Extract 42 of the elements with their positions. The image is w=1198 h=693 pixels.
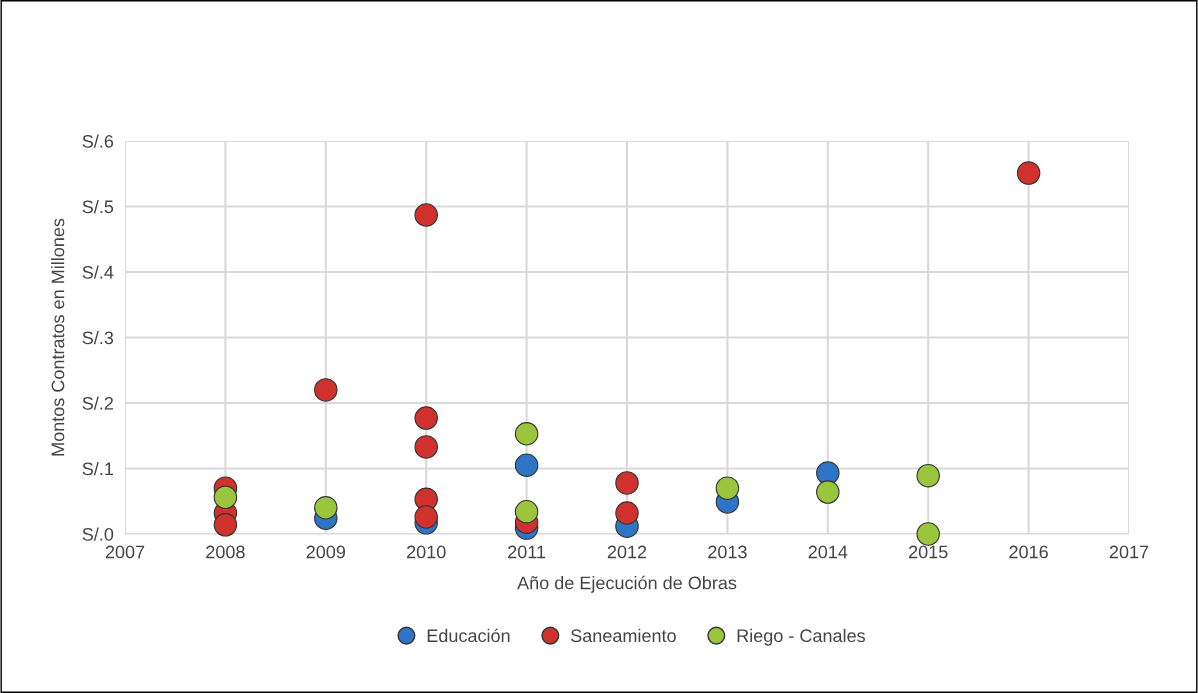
x-tick-label: 2010 xyxy=(407,545,446,559)
x-tick-label: 2007 xyxy=(105,545,145,559)
point xyxy=(514,422,539,446)
point xyxy=(213,485,238,510)
point xyxy=(213,513,238,537)
y-tick-label: S/.4 xyxy=(82,265,114,279)
point xyxy=(615,471,639,495)
legend-label: Educación xyxy=(427,628,510,643)
point xyxy=(816,461,840,485)
point xyxy=(314,378,338,402)
x-axis-title: Año de Ejecución de Obras xyxy=(517,575,737,593)
x-tick-label: 2016 xyxy=(1009,545,1048,559)
x-tick-label: 2013 xyxy=(708,545,747,559)
x-tick-label: 2014 xyxy=(808,545,848,559)
point xyxy=(916,522,940,546)
x-tick-label: 2017 xyxy=(1109,545,1149,559)
legend-label: Saneamiento xyxy=(571,628,676,643)
x-tick-label: 2012 xyxy=(607,545,647,559)
y-tick-label: S/.1 xyxy=(82,461,114,476)
x-tick-label: 2008 xyxy=(206,545,245,559)
point xyxy=(414,406,438,430)
y-tick-label: S/.2 xyxy=(82,396,113,410)
legend-label: Riego - Canales xyxy=(737,628,865,646)
point xyxy=(414,435,438,459)
point xyxy=(514,453,539,477)
x-tick-label: 2015 xyxy=(909,545,948,559)
point xyxy=(1016,161,1041,185)
point xyxy=(414,203,438,227)
point xyxy=(414,505,438,529)
point xyxy=(816,480,840,504)
x-tick-label: 2009 xyxy=(306,545,346,559)
x-tick-label: 2011 xyxy=(508,545,546,559)
y-axis-title: Montos Contratos en Millones xyxy=(51,218,65,456)
point xyxy=(715,476,740,500)
point xyxy=(514,499,539,524)
y-tick-label: S/.6 xyxy=(82,134,114,148)
point xyxy=(314,496,338,520)
y-tick-label: S/.0 xyxy=(82,527,114,541)
point xyxy=(615,501,639,525)
y-tick-label: S/.3 xyxy=(82,330,114,345)
y-tick-label: S/.5 xyxy=(82,199,114,214)
point xyxy=(916,463,940,488)
